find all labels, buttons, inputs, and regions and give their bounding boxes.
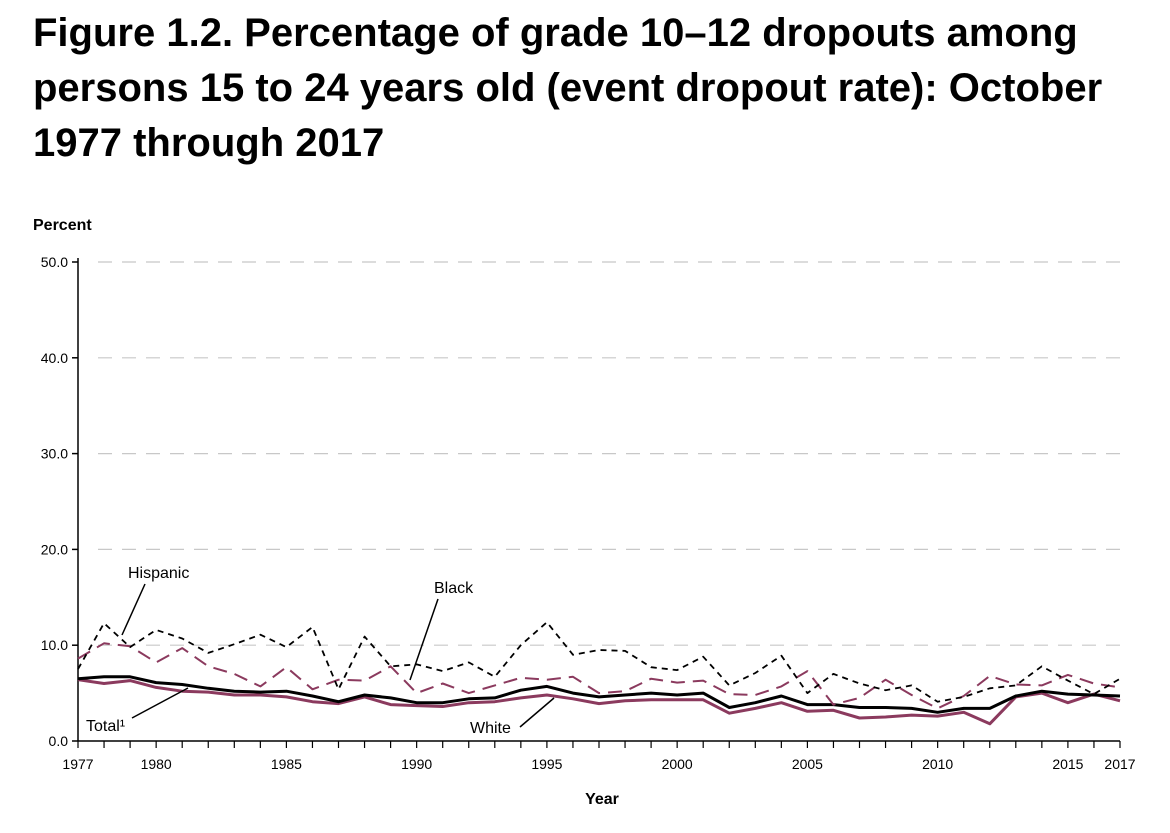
- y-axis-label: Percent: [33, 217, 92, 234]
- y-tick-label: 50.0: [41, 254, 68, 270]
- x-tick-label: 2015: [1052, 756, 1083, 772]
- y-tick-label: 30.0: [41, 446, 68, 462]
- total-leader: [131, 687, 189, 719]
- y-tick-label: 10.0: [41, 637, 68, 653]
- x-tick-label: 1977: [62, 756, 93, 772]
- black-leader: [409, 598, 439, 681]
- x-tick-label: 1985: [271, 756, 302, 772]
- series-label-total: Total¹: [86, 718, 125, 735]
- series-line-hispanic: [77, 621, 1121, 703]
- x-axis-label: Year: [585, 791, 619, 808]
- x-tick-label: 2010: [922, 756, 953, 772]
- white-leader: [519, 697, 555, 728]
- hispanic-leader: [121, 583, 146, 636]
- y-tick-label: 0.0: [49, 733, 69, 749]
- y-tick-label: 40.0: [41, 350, 68, 366]
- x-tick-label: 1990: [401, 756, 432, 772]
- series-line-total: [77, 675, 1121, 714]
- chart-title: Figure 1.2. Percentage of grade 10–12 dr…: [33, 11, 1103, 165]
- x-tick-label: 2017: [1104, 756, 1135, 772]
- x-tick-label: 1980: [141, 756, 172, 772]
- series-label-hispanic: Hispanic: [128, 565, 189, 582]
- series-line-white: [77, 678, 1121, 726]
- x-tick-label: 2000: [662, 756, 693, 772]
- series-label-black: Black: [434, 580, 474, 597]
- x-tick-label: 1995: [531, 756, 562, 772]
- series-line-black: [77, 642, 1121, 710]
- x-tick-label: 2005: [792, 756, 823, 772]
- y-tick-label: 20.0: [41, 541, 68, 557]
- series-label-white: White: [470, 720, 511, 737]
